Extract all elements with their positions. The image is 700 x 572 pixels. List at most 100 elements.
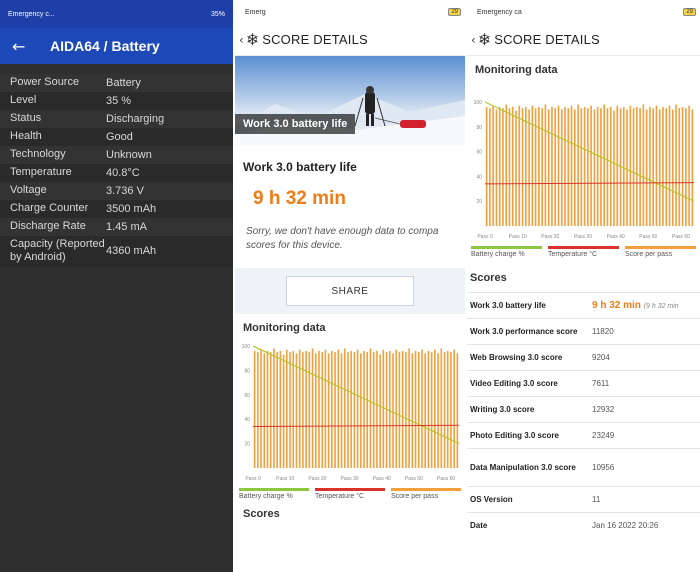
score-bar xyxy=(311,348,314,468)
score-bar xyxy=(321,352,324,468)
x-tick-label: Pass 60 xyxy=(437,476,455,482)
score-bar xyxy=(298,349,301,468)
info-label: Power Source xyxy=(10,76,80,88)
score-bar xyxy=(260,349,262,468)
score-bar xyxy=(560,109,563,226)
score-bar xyxy=(649,106,651,226)
score-bar xyxy=(515,110,517,226)
score-bar xyxy=(276,352,278,468)
score-bar xyxy=(603,104,606,226)
monitoring-chart-svg: 100 80 60 40 20 Pass 0 Pass 10 Pass 20 Pass 30 Pa… xyxy=(242,344,460,482)
score-bar xyxy=(443,352,446,468)
x-tick-label: Pass 10 xyxy=(276,476,294,482)
score-bar xyxy=(411,353,414,468)
score-bar xyxy=(678,108,681,226)
score-label: Date xyxy=(470,521,488,530)
score-bar xyxy=(502,108,504,226)
score-bar xyxy=(658,109,661,226)
info-label: Charge Counter xyxy=(10,202,89,214)
score-value-text: 12932 xyxy=(592,405,615,414)
score-value-text: 7611 xyxy=(592,379,610,388)
score-bar xyxy=(366,352,369,468)
score-row: Date Jan 16 2022 20:26 xyxy=(467,512,700,538)
x-tick-label: Pass 10 xyxy=(509,234,527,240)
hero-image: Work 3.0 battery life xyxy=(235,56,465,146)
score-value: 9204 xyxy=(592,353,696,362)
score-bar xyxy=(613,110,615,226)
scores-heading: Scores xyxy=(243,508,280,520)
score-bar xyxy=(691,109,694,226)
info-label: Technology xyxy=(10,148,66,160)
info-label: Discharge Rate xyxy=(10,220,86,232)
score-value: 11820 xyxy=(592,327,696,336)
battery-line xyxy=(484,101,695,202)
score-bar xyxy=(446,350,449,468)
test-title: Work 3.0 battery life xyxy=(243,160,357,174)
score-bar xyxy=(652,108,654,226)
score-bar xyxy=(557,105,560,226)
score-label: Work 3.0 battery life xyxy=(470,301,546,310)
score-bar xyxy=(551,106,553,226)
x-tick-label: Pass 50 xyxy=(405,476,423,482)
app-bar: ← AIDA64 / Battery xyxy=(0,28,233,64)
score-bar xyxy=(619,108,622,226)
battery-badge: 29 xyxy=(448,8,461,16)
info-label: Status xyxy=(10,112,42,124)
score-row: Photo Editing 3.0 score 23249 xyxy=(467,422,700,448)
score-bar xyxy=(253,350,256,468)
legend-score-label: Score per pass xyxy=(625,251,673,258)
status-bar: Emergency c... 35% xyxy=(0,0,233,28)
score-label: Photo Editing 3.0 score xyxy=(470,431,559,440)
score-bar xyxy=(629,105,632,226)
score-bar xyxy=(350,350,352,468)
score-bar xyxy=(675,104,677,226)
score-row: Writing 3.0 score 12932 xyxy=(467,396,700,422)
score-bar xyxy=(285,349,288,468)
x-tick-label: Pass 40 xyxy=(373,476,391,482)
chevron-left-icon[interactable]: ‹ xyxy=(471,32,476,47)
score-bar xyxy=(376,350,378,468)
x-tick-label: Pass 30 xyxy=(341,476,359,482)
info-value: 40.8°C xyxy=(106,166,140,179)
score-value: Jan 16 2022 20:26 xyxy=(592,521,696,530)
chevron-left-icon[interactable]: ‹ xyxy=(239,32,244,47)
x-tick-label: Pass 30 xyxy=(574,234,592,240)
score-value: 11 xyxy=(592,495,696,504)
header: ‹ ❄ SCORE DETAILS xyxy=(467,24,700,56)
score-bar xyxy=(437,353,439,468)
score-bar xyxy=(343,348,346,468)
legend-score-label: Score per pass xyxy=(391,493,439,500)
score-bar xyxy=(583,106,586,226)
score-bar xyxy=(263,353,266,468)
y-tick-label: 60 xyxy=(244,393,250,399)
status-left: Emerg xyxy=(245,8,266,16)
info-row: Discharge Rate 1.45 mA xyxy=(0,218,233,236)
page-title: AIDA64 / Battery xyxy=(50,38,160,54)
score-bar xyxy=(266,350,269,468)
arrow-left-icon[interactable]: ← xyxy=(12,36,26,56)
share-area: SHARE xyxy=(235,268,465,314)
score-bar xyxy=(681,106,684,226)
score-bar xyxy=(395,349,398,468)
y-tick-label: 60 xyxy=(476,150,482,156)
score-row: Work 3.0 battery life 9 h 32 min (9 h 32 … xyxy=(467,292,700,318)
share-button[interactable]: SHARE xyxy=(286,276,414,306)
score-bar xyxy=(671,109,674,226)
legend-score: Score per pass xyxy=(391,488,461,500)
score-value: 23249 xyxy=(592,431,696,440)
score-bar xyxy=(340,353,343,468)
score-bar xyxy=(593,109,596,226)
score-bar xyxy=(360,353,362,468)
info-label: Level xyxy=(10,94,37,106)
score-bar xyxy=(388,350,391,468)
score-value-text: 10956 xyxy=(592,463,615,472)
score-bar xyxy=(596,106,599,226)
scores-heading: Scores xyxy=(470,272,507,284)
info-row: Level 35 % xyxy=(0,92,233,110)
insufficient-data-note: Sorry, we don't have enough data to comp… xyxy=(235,210,465,253)
score-value: 10956 xyxy=(592,463,696,472)
score-bar xyxy=(492,105,494,226)
score-bar xyxy=(626,109,628,226)
score-label: OS Version xyxy=(470,495,513,504)
score-bar xyxy=(609,106,612,226)
